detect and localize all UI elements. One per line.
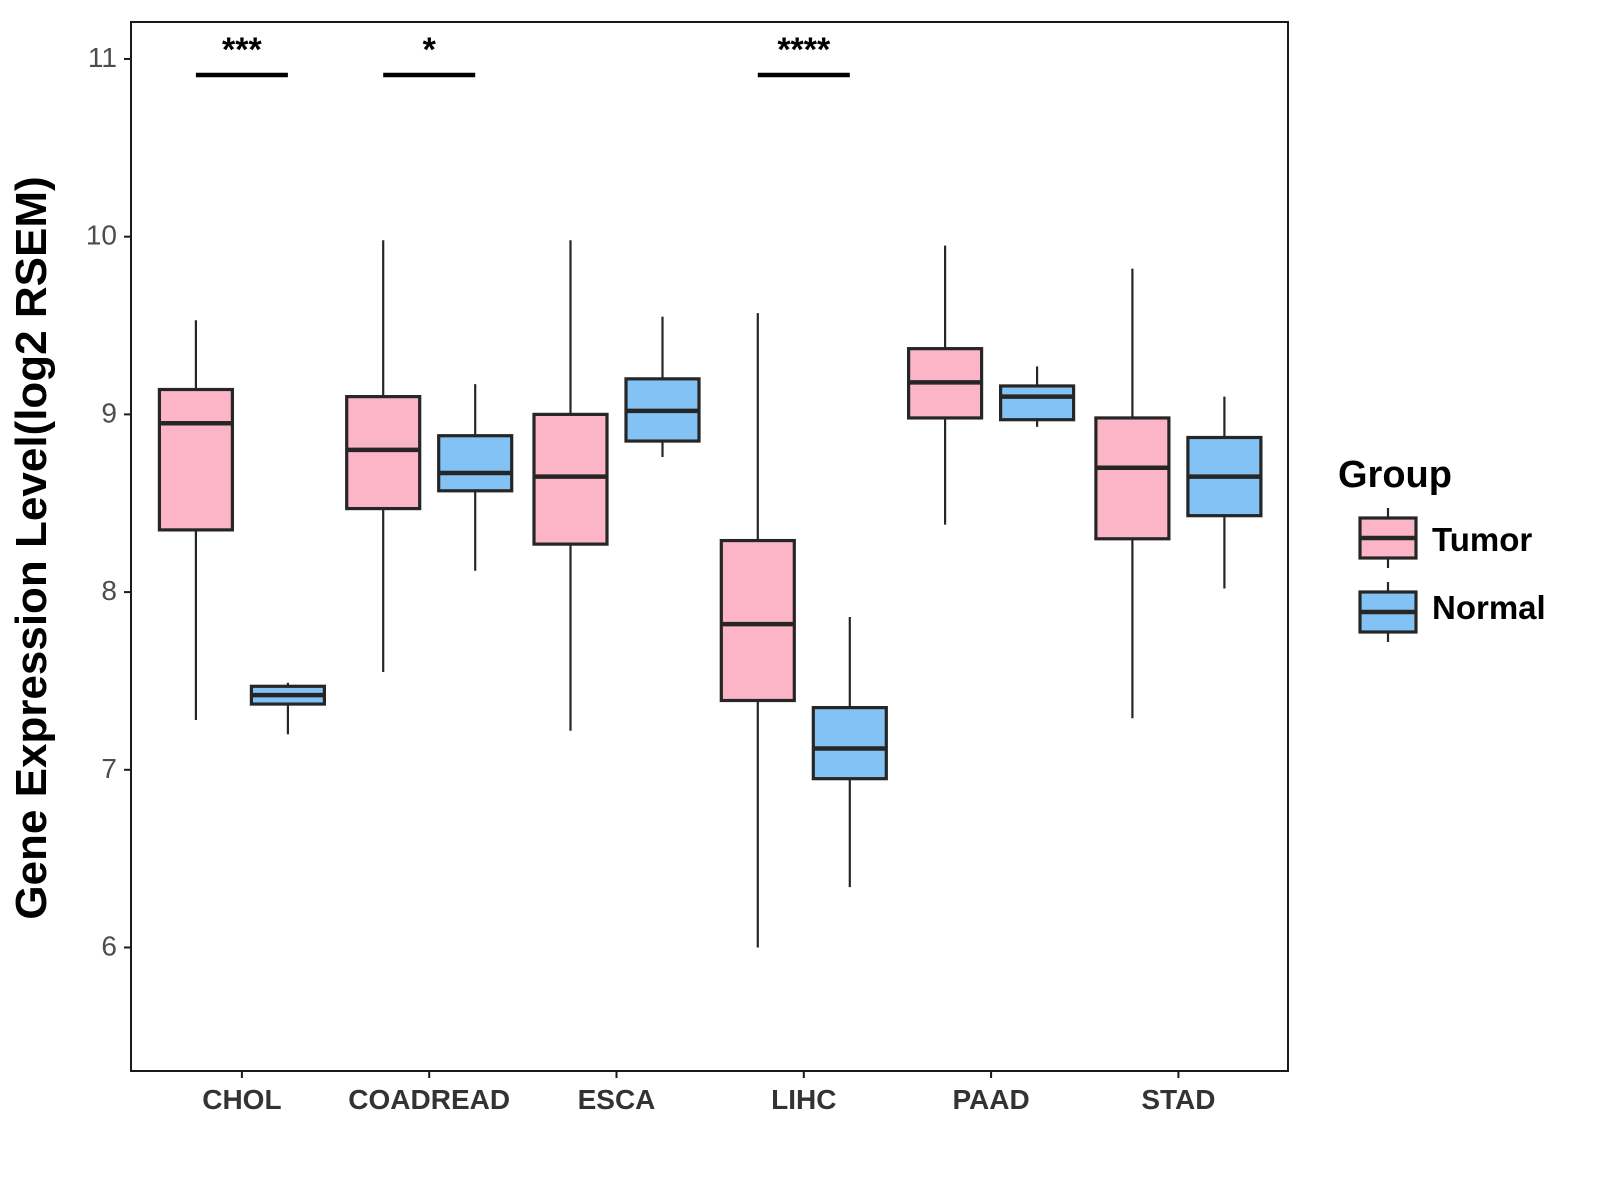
svg-text:6: 6 [101,931,117,962]
svg-text:LIHC: LIHC [771,1084,836,1115]
svg-text:8: 8 [101,575,117,606]
svg-text:Normal: Normal [1432,589,1546,626]
svg-text:9: 9 [101,397,117,428]
svg-text:CHOL: CHOL [202,1084,281,1115]
svg-text:10: 10 [86,220,117,251]
svg-text:Group: Group [1338,454,1452,496]
svg-text:STAD: STAD [1141,1084,1215,1115]
svg-text:COADREAD: COADREAD [348,1084,510,1115]
svg-text:*: * [423,31,437,69]
svg-text:7: 7 [101,753,117,784]
svg-text:ESCA: ESCA [578,1084,656,1115]
svg-text:11: 11 [88,42,117,73]
svg-text:PAAD: PAAD [952,1084,1029,1115]
svg-text:Tumor: Tumor [1432,521,1532,558]
svg-text:***: *** [222,31,262,69]
svg-text:****: **** [777,31,831,69]
